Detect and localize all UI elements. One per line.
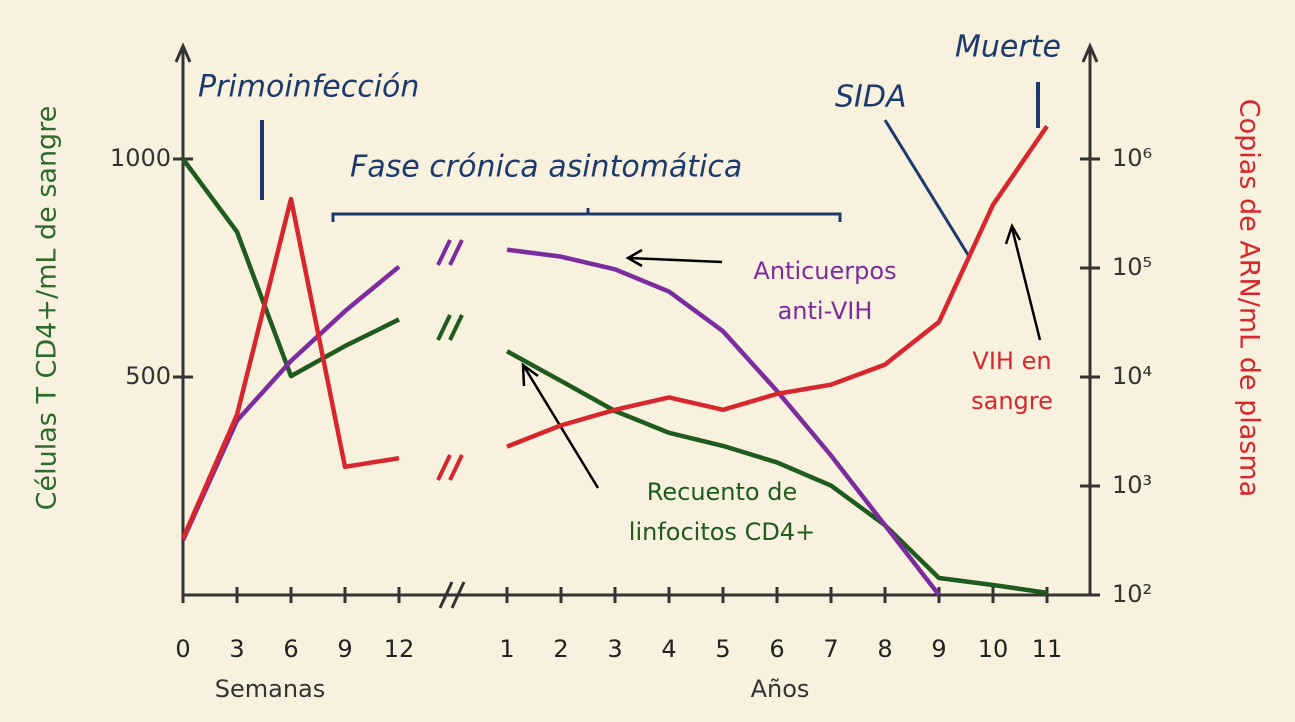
arrows bbox=[521, 222, 1042, 489]
x-tick-label: 10 bbox=[978, 635, 1009, 663]
y2-tick-label: 10³ bbox=[1112, 471, 1152, 499]
y2-tick-label: 10⁴ bbox=[1112, 362, 1152, 390]
x-tick-label: 11 bbox=[1032, 635, 1063, 663]
axis-arrows bbox=[174, 42, 1099, 63]
y-tick-label: 1000 bbox=[110, 144, 171, 172]
axis-break bbox=[438, 581, 466, 609]
x-tick-label: 12 bbox=[384, 635, 415, 663]
annotation: Anticuerpos bbox=[753, 257, 896, 285]
x-tick-label: 9 bbox=[337, 635, 352, 663]
x-tick-label: 3 bbox=[229, 635, 244, 663]
break-mark bbox=[436, 314, 464, 341]
annotation: Muerte bbox=[955, 30, 1061, 65]
phase-bracket bbox=[331, 208, 842, 222]
x-axis-title: Semanas bbox=[215, 675, 326, 703]
x-axis-title: Años bbox=[751, 675, 810, 703]
annotation: Fase crónica asintomática bbox=[350, 150, 742, 185]
break-mark bbox=[436, 454, 464, 481]
x-tick-label: 6 bbox=[283, 635, 298, 663]
annotation: linfocitos CD4+ bbox=[629, 518, 815, 546]
x-tick-label: 6 bbox=[769, 635, 784, 663]
annotation: Recuento de bbox=[647, 478, 797, 506]
y-axis-title: Células T CD4+/mL de sangre bbox=[32, 106, 63, 511]
break-mark bbox=[436, 239, 464, 266]
annotation: Primoinfección bbox=[198, 70, 419, 105]
x-tick-label: 3 bbox=[607, 635, 622, 663]
x-tick-label: 5 bbox=[715, 635, 730, 663]
y2-axis-title: Copias de ARN/mL de plasma bbox=[1234, 99, 1265, 497]
y2-tick-label: 10⁵ bbox=[1112, 253, 1152, 281]
y2-tick-label: 10² bbox=[1112, 580, 1152, 608]
x-tick-label: 8 bbox=[877, 635, 892, 663]
sida-pointer bbox=[883, 119, 972, 259]
x-tick-label: 1 bbox=[499, 635, 514, 663]
series-line bbox=[181, 157, 1048, 596]
x-tick-label: 9 bbox=[931, 635, 946, 663]
annotation: sangre bbox=[971, 387, 1053, 415]
annotation: anti-VIH bbox=[778, 297, 873, 325]
x-tick-label: 7 bbox=[823, 635, 838, 663]
x-tick-label: 2 bbox=[553, 635, 568, 663]
annotation: VIH en bbox=[972, 347, 1051, 375]
x-tick-label: 4 bbox=[661, 635, 676, 663]
annotation: SIDA bbox=[835, 80, 907, 115]
series-line bbox=[180, 124, 1049, 540]
x-tick-label: 0 bbox=[175, 635, 190, 663]
event-marker bbox=[260, 82, 1040, 200]
y-tick-label: 500 bbox=[125, 362, 171, 390]
y2-tick-label: 10⁶ bbox=[1112, 144, 1152, 172]
